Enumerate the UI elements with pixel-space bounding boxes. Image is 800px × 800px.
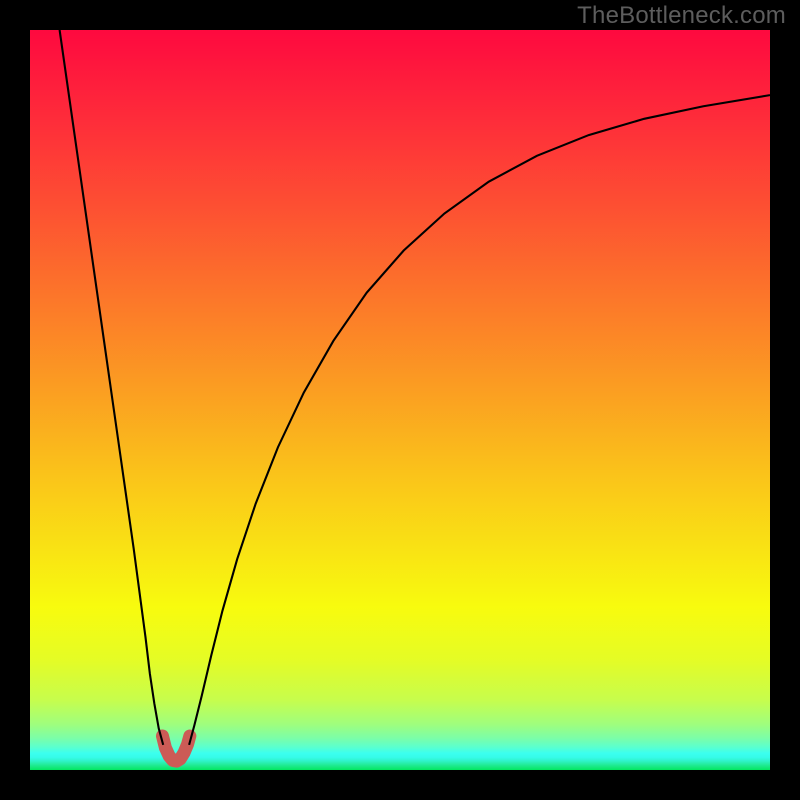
chart-svg xyxy=(30,30,770,770)
watermark-text: TheBottleneck.com xyxy=(577,2,786,30)
gradient-background xyxy=(30,30,770,770)
bottleneck-chart xyxy=(30,30,770,770)
chart-frame: { "watermark": { "text": "TheBottleneck.… xyxy=(0,0,800,800)
